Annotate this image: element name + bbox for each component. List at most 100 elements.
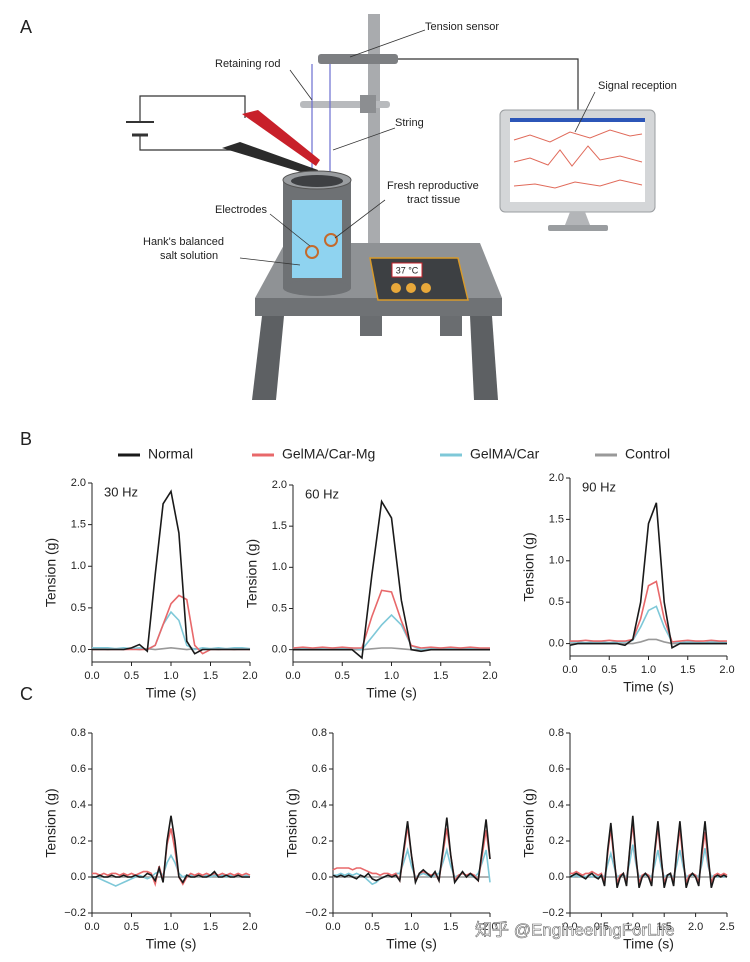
y-axis-label: Tension (g) [43,538,59,607]
y-tick-label: 0.2 [549,835,564,847]
y-tick-label: 2.0 [549,472,564,484]
y-tick-label: 1.5 [549,513,564,525]
y-axis-label: Tension (g) [284,788,300,857]
y-tick-label: 0.0 [312,871,327,883]
y-tick-label: 0.6 [312,763,327,775]
y-tick-label: 0.0 [272,644,287,656]
sensor-arm [318,54,398,64]
y-tick-label: 0.4 [549,799,564,811]
series-line [92,489,250,655]
x-tick-label: 1.5 [433,670,448,682]
x-tick-label: 2.0 [242,921,257,933]
y-tick-label: 1.0 [71,560,86,572]
y-tick-label: 1.5 [71,519,86,531]
y-tick-label: 0.2 [71,835,86,847]
knob [391,283,401,293]
legend-label: Normal [148,446,193,462]
series-line [332,817,491,886]
y-tick-label: −0.2 [542,907,564,919]
x-tick-label: 2.5 [719,921,734,933]
y-tick-label: 0.4 [312,799,327,811]
label: Hank's balanced [143,236,224,248]
label: Retaining rod [215,58,280,70]
y-tick-label: 0.0 [71,643,86,655]
series-line [569,815,728,889]
y-tick-label: 1.0 [549,555,564,567]
x-tick-label: 1.0 [641,664,656,676]
y-tick-label: −0.2 [305,907,327,919]
label: String [395,117,424,129]
series-line [92,815,250,884]
label: tract tissue [407,194,460,206]
series-line [293,499,490,660]
table-leg [440,316,462,336]
x-tick-label: 1.0 [163,670,178,682]
y-tick-label: 0.5 [272,602,287,614]
y-tick-label: 2.0 [71,477,86,489]
x-axis-label: Time (s) [146,936,197,952]
series-line [292,589,490,649]
label: Fresh reproductive [387,180,479,192]
screen-trace [513,179,643,189]
series-line [570,580,727,643]
legend-label: Control [625,446,670,462]
leader [574,91,596,133]
table-leg [470,316,498,400]
x-tick-label: 0.0 [84,670,99,682]
y-axis-label: Tension (g) [43,788,59,857]
signal-cable [398,58,579,112]
x-tick-label: 1.5 [203,670,218,682]
x-tick-label: 1.5 [443,921,458,933]
temperature: 37 °C [396,265,419,275]
panel-label: A [20,17,32,37]
y-tick-label: 0.0 [549,871,564,883]
y-tick-label: −0.2 [64,907,86,919]
chart-title: 90 Hz [582,479,616,494]
y-tick-label: 0.0 [549,637,564,649]
charts: 0.0 0.5 1.0 1.5 2.0 0.0 0.5 1.0 1.5 2.0 Time (s) Te… [43,446,735,952]
leader [349,29,426,58]
clamp [360,95,376,113]
label: salt solution [160,250,218,262]
x-tick-label: 0.5 [602,664,617,676]
chart-title: 30 Hz [104,484,138,499]
series-line [92,853,251,887]
legend-label: GelMA/Car-Mg [282,446,375,462]
screen-bar [510,118,645,122]
watermark: 知乎 @EngineeringForLife [475,920,675,939]
tissue [305,245,319,259]
rod-arm [300,101,390,108]
red-clip [242,110,320,166]
series-line [92,828,251,888]
y-tick-label: 0.6 [71,763,86,775]
leader [239,257,301,266]
x-tick-label: 0.0 [562,664,577,676]
x-tick-label: 2.0 [719,664,734,676]
beaker-opening [291,175,343,187]
y-axis-label: Tension (g) [244,539,260,608]
chart-title: 60 Hz [305,486,339,501]
y-tick-label: 1.0 [272,561,287,573]
x-tick-label: 1.0 [404,921,419,933]
x-axis-label: Time (s) [146,685,197,701]
y-axis-label: Tension (g) [521,532,537,601]
y-tick-label: 0.8 [549,727,564,739]
leader [334,199,386,239]
x-tick-label: 0.5 [124,670,139,682]
y-tick-label: 2.0 [272,479,287,491]
solution [292,200,342,278]
leader [332,127,396,151]
x-tick-label: 1.5 [680,664,695,676]
x-tick-label: 1.0 [163,921,178,933]
panel-label: B [20,429,32,449]
screen [510,118,645,202]
series-line [92,594,250,655]
x-tick-label: 0.0 [562,921,577,933]
y-tick-label: 0.8 [312,727,327,739]
label: Tension sensor [425,21,499,33]
leader [269,213,311,247]
x-tick-label: 0.5 [594,921,609,933]
series-line [569,502,727,649]
x-tick-label: 2.0 [242,670,257,682]
